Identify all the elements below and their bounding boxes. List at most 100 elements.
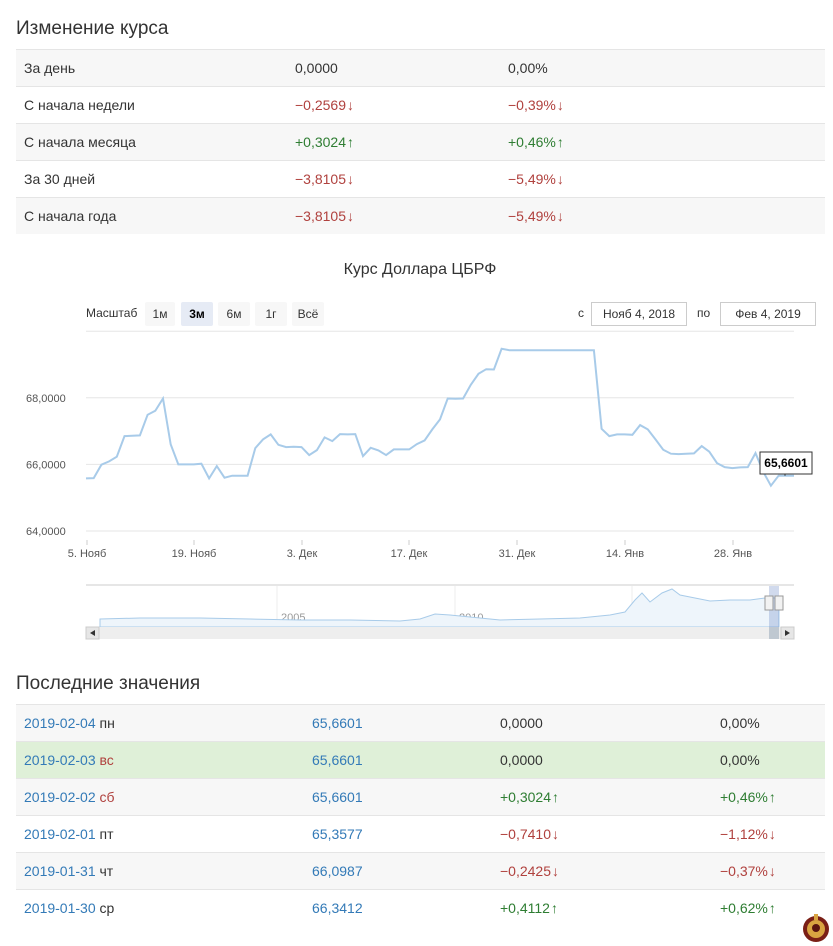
date-link[interactable]: 2019-01-31 (24, 863, 96, 879)
weekday-label: вс (99, 752, 114, 768)
scroll-left-icon (90, 630, 95, 636)
navigator-handle-left[interactable] (764, 595, 774, 611)
date-link[interactable]: 2019-01-30 (24, 900, 96, 916)
arrow-up-icon: ↑ (556, 134, 564, 150)
table-row: 2019-01-30 ср 66,3412 +0,4112↑ +0,62%↑ (16, 889, 825, 926)
zoom-1m-button[interactable]: 1м (145, 302, 175, 326)
recent-section-title: Последние значения (16, 673, 201, 694)
date-link[interactable]: 2019-02-03 (24, 752, 96, 768)
change-value: −0,2569 (295, 97, 346, 113)
weekday-label: ср (99, 900, 115, 916)
rate-value-link[interactable]: 66,3412 (312, 900, 363, 916)
weekday-label: пн (99, 715, 115, 731)
change-value: 0,0000 (500, 752, 543, 768)
change-row: С начала года −3,8105↓ −5,49%↓ (16, 197, 825, 234)
x-tick-label: 14. Янв (606, 548, 644, 560)
rate-value-link[interactable]: 65,6601 (312, 752, 363, 768)
change-value: −0,7410 (500, 826, 551, 842)
change-value: +0,46% (508, 134, 556, 150)
change-value: −3,8105 (295, 171, 346, 187)
weekday-label: сб (99, 789, 115, 805)
rate-value-link[interactable]: 65,3577 (312, 826, 363, 842)
change-value: +0,3024 (500, 789, 551, 805)
change-section-title: Изменение курса (16, 18, 169, 39)
change-value: 0,00% (720, 715, 760, 731)
change-value: −5,49% (508, 208, 556, 224)
arrow-down-icon: ↓ (347, 97, 354, 113)
x-tick-label: 17. Дек (391, 548, 428, 560)
change-value: +0,4112 (500, 900, 550, 916)
range-to-input[interactable]: Фев 4, 2019 (720, 302, 816, 326)
navigator-handle-right[interactable] (774, 595, 784, 611)
rate-value-link[interactable]: 66,0987 (312, 863, 363, 879)
y-tick-label: 68,0000 (26, 393, 66, 405)
rate-value-link[interactable]: 65,6601 (312, 789, 363, 805)
change-row: За 30 дней −3,8105↓ −5,49%↓ (16, 160, 825, 198)
change-row: За день 0,0000 0,00% (16, 49, 825, 87)
tooltip-box (759, 451, 813, 475)
navigator-scrollbar[interactable] (86, 627, 794, 639)
table-row: 2019-02-01 пт 65,3577 −0,7410↓ −1,12%↓ (16, 815, 825, 853)
arrow-up-icon: ↑ (550, 900, 558, 916)
y-tick-label: 64,0000 (26, 526, 66, 538)
zoom-6m-button[interactable]: 6м (218, 302, 250, 326)
table-row: 2019-02-04 пн 65,6601 0,0000 0,00% (16, 704, 825, 742)
change-value: −0,37% (720, 863, 768, 879)
change-row-label: За день (24, 60, 76, 76)
rate-value-link[interactable]: 65,6601 (312, 715, 363, 731)
table-row: 2019-02-02 сб 65,6601 +0,3024↑ +0,46%↑ (16, 778, 825, 816)
table-row: 2019-02-03 вс 65,6601 0,0000 0,00% (16, 741, 825, 779)
change-row-label: С начала месяца (24, 134, 136, 150)
navigator-selection[interactable] (769, 586, 779, 627)
x-tick-label: 28. Янв (714, 548, 752, 560)
recent-table: 2019-02-04 пн 65,6601 0,0000 0,00% 2019-02-0… (16, 704, 825, 926)
change-value: −3,8105 (295, 208, 346, 224)
range-to-label: по (697, 306, 711, 320)
change-value: +0,3024 (295, 134, 346, 150)
change-value: 0,0000 (500, 715, 543, 731)
arrow-up-icon: ↑ (768, 900, 776, 916)
range-from-input[interactable]: Нояб 4, 2018 (591, 302, 687, 326)
arrow-down-icon: ↓ (552, 826, 559, 842)
change-row: С начала недели −0,2569↓ −0,39%↓ (16, 86, 825, 124)
price-chart: 64,0000 66,0000 68,0000 5. Нояб 19. Нояб 3. … (26, 330, 813, 640)
zoom-label: Масштаб (86, 306, 138, 320)
chart-title: Курс Доллара ЦБРФ (343, 261, 497, 278)
arrow-up-icon: ↑ (552, 789, 559, 805)
date-link[interactable]: 2019-02-01 (24, 826, 96, 842)
range-navigator[interactable]: 2005 2010 2015 (85, 584, 795, 640)
change-row: С начала месяца +0,3024↑ +0,46%↑ (16, 123, 825, 161)
scrollbar-thumb[interactable] (769, 627, 779, 639)
tooltip-value: 65,6601 (764, 456, 808, 470)
navigator-overview-area (99, 588, 780, 628)
x-tick-label: 5. Нояб (68, 548, 107, 560)
change-value: 0,00% (720, 752, 760, 768)
arrow-up-icon: ↑ (347, 134, 354, 150)
x-tick-label: 3. Дек (287, 548, 318, 560)
zoom-all-button[interactable]: Всё (292, 302, 324, 326)
site-logo (803, 914, 829, 942)
arrow-down-icon: ↓ (556, 97, 564, 113)
arrow-down-icon: ↓ (347, 208, 354, 224)
series-line-usd (85, 347, 794, 488)
y-tick-label: 66,0000 (26, 459, 66, 471)
change-value: −5,49% (508, 171, 556, 187)
change-value: 0,0000 (295, 60, 338, 76)
scroll-right-icon (785, 630, 790, 636)
change-value: +0,62% (720, 900, 768, 916)
arrow-down-icon: ↓ (552, 863, 559, 879)
arrow-down-icon: ↓ (347, 171, 354, 187)
change-value: +0,46% (720, 789, 768, 805)
zoom-3m-button[interactable]: 3м (181, 302, 213, 326)
change-row-label: За 30 дней (24, 171, 96, 187)
arrow-down-icon: ↓ (556, 208, 564, 224)
x-tick-label: 31. Дек (499, 548, 536, 560)
date-link[interactable]: 2019-02-04 (24, 715, 96, 731)
change-table: За день 0,0000 0,00% С начала недели −0,2569… (16, 49, 825, 234)
zoom-1y-button[interactable]: 1г (255, 302, 287, 326)
date-link[interactable]: 2019-02-02 (24, 789, 96, 805)
change-value: −0,2425 (500, 863, 551, 879)
range-from-label: с (578, 306, 584, 320)
weekday-label: пт (99, 826, 114, 842)
change-value: 0,00% (508, 60, 548, 76)
